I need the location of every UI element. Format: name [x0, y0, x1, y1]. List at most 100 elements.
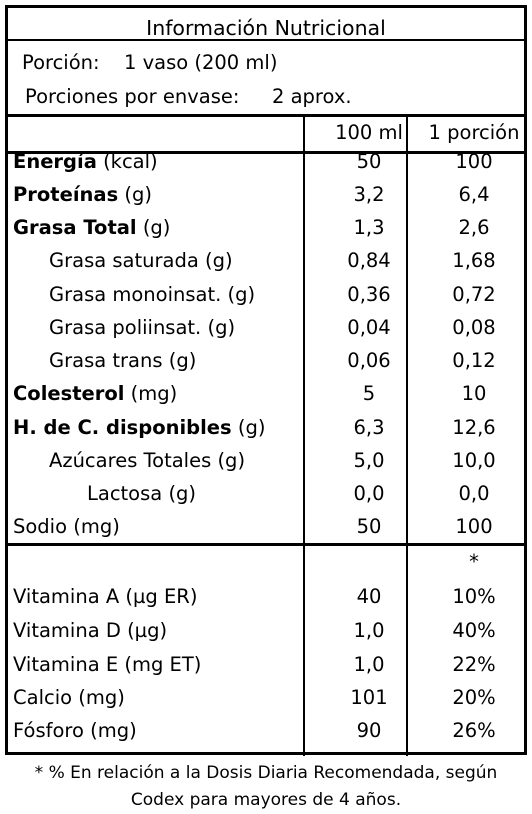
row-label: Azúcares Totales (g): [49, 449, 245, 473]
nutrient-name: Sodio: [13, 515, 68, 538]
value-portion: 26%: [452, 719, 496, 742]
value-portion: 40%: [452, 619, 496, 642]
row-label: Grasa monoinsat. (g): [49, 283, 255, 307]
nutrient-unit: (mg): [78, 686, 125, 709]
nutrient-name: Grasa monoinsat.: [49, 283, 222, 306]
nutrient-unit: (g): [207, 316, 236, 339]
nutrient-unit: (g): [237, 416, 266, 439]
nutrient-name: Grasa saturada: [49, 249, 199, 272]
nutrient-name: Calcio: [13, 686, 73, 709]
row-label: Sodio (mg): [13, 515, 120, 539]
row-label: Energía (kcal): [13, 150, 158, 174]
value-portion: 20%: [452, 686, 496, 709]
value-100ml: 1,0: [353, 619, 385, 642]
value-100ml: 50: [356, 150, 382, 173]
footnote-line-2: Codex para mayores de 4 años.: [130, 790, 402, 810]
nutrition-facts-panel: Información Nutricional Porción: 1 vaso …: [5, 5, 527, 756]
footnote-line-1: * % En relación a la Dosis Diaria Recome…: [34, 763, 498, 783]
nutrient-unit: (g): [142, 216, 171, 239]
portion-value: 1 vaso (200 ml): [124, 51, 278, 74]
nutrient-name: Grasa Total: [13, 216, 137, 239]
column-divider: [303, 116, 305, 756]
value-100ml: 101: [350, 686, 388, 709]
value-portion: 0,08: [452, 316, 496, 339]
value-100ml: 0,04: [347, 316, 391, 339]
value-100ml: 0,0: [353, 482, 385, 505]
nutrient-unit: (g): [227, 283, 256, 306]
row-label: H. de C. disponibles (g): [13, 416, 265, 440]
nutrient-unit: (mg): [73, 515, 120, 538]
value-portion: 6,4: [458, 183, 490, 206]
value-100ml: 0,06: [347, 349, 391, 372]
value-portion: 22%: [452, 653, 496, 676]
nutrient-name: Energía: [13, 150, 97, 173]
value-portion: 12,6: [452, 416, 496, 439]
row-label: Grasa trans (g): [49, 349, 196, 373]
value-100ml: 3,2: [353, 183, 385, 206]
value-portion: 2,6: [458, 216, 490, 239]
value-100ml: 0,36: [347, 283, 391, 306]
nutrient-name: Grasa trans: [49, 349, 163, 372]
nutrient-name: Vitamina D: [13, 619, 121, 642]
value-portion: 1,68: [452, 249, 496, 272]
nutrient-name: Grasa poliinsat.: [49, 316, 202, 339]
nutrient-name: Azúcares Totales: [49, 449, 212, 472]
row-label: Fósforo (mg): [13, 719, 137, 743]
nutrient-unit: (g): [205, 249, 233, 272]
nutrient-unit: (mg): [130, 382, 178, 405]
row-label: Grasa poliinsat. (g): [49, 316, 235, 340]
value-portion: 10%: [452, 585, 496, 608]
nutrient-name: Vitamina E: [13, 653, 119, 676]
value-portion: 10: [461, 382, 487, 405]
value-portion: 10,0: [452, 449, 496, 472]
row-label: Calcio (mg): [13, 686, 125, 710]
per-container-value: 2 aprox.: [272, 85, 352, 108]
divider: [8, 39, 524, 41]
row-label: Grasa saturada (g): [49, 249, 233, 273]
nutrient-unit: (g): [168, 349, 197, 372]
row-label: Vitamina E (mg ET): [13, 653, 201, 677]
nutrient-unit: (g): [124, 183, 152, 206]
value-100ml: 5,0: [353, 449, 385, 472]
divider: [8, 114, 524, 117]
nutrient-unit: (µg ER): [125, 585, 198, 608]
row-label: Proteínas (g): [13, 183, 152, 207]
nutrient-name: Proteínas: [13, 183, 119, 206]
portion-label: Porción:: [22, 51, 100, 74]
column-header-portion: 1 porción: [428, 121, 520, 144]
row-label: Vitamina D (µg): [13, 619, 167, 643]
nutrient-name: H. de C. disponibles: [13, 416, 232, 439]
asterisk-marker: *: [469, 550, 479, 573]
nutrient-unit: (µg): [127, 619, 168, 642]
value-portion: 100: [455, 515, 493, 538]
value-portion: 0,12: [452, 349, 496, 372]
nutrient-unit: (g): [217, 449, 246, 472]
nutrient-unit: (mg): [90, 719, 137, 742]
row-label: Colesterol (mg): [13, 382, 177, 406]
value-100ml: 0,84: [347, 249, 391, 272]
value-portion: 0,0: [458, 482, 490, 505]
nutrient-unit: (kcal): [103, 150, 158, 173]
panel-title: Información Nutricional: [146, 16, 386, 40]
value-100ml: 5: [362, 382, 376, 405]
nutrient-name: Lactosa: [87, 482, 163, 505]
value-portion: 100: [455, 150, 493, 173]
row-label: Vitamina A (µg ER): [13, 585, 197, 609]
value-portion: 0,72: [452, 283, 496, 306]
nutrient-name: Vitamina A: [13, 585, 120, 608]
nutrient-unit: (g): [168, 482, 197, 505]
value-100ml: 90: [356, 719, 382, 742]
nutrient-name: Fósforo: [13, 719, 84, 742]
column-header-100ml: 100 ml: [335, 121, 403, 144]
row-label: Lactosa (g): [87, 482, 196, 506]
value-100ml: 50: [356, 515, 382, 538]
per-container-label: Porciones por envase:: [25, 85, 240, 108]
column-divider: [406, 116, 408, 756]
value-100ml: 1,0: [353, 653, 385, 676]
divider: [8, 543, 524, 546]
value-100ml: 1,3: [353, 216, 385, 239]
row-label: Grasa Total (g): [13, 216, 170, 240]
value-100ml: 40: [356, 585, 382, 608]
divider: [8, 151, 524, 154]
nutrient-unit: (mg ET): [124, 653, 202, 676]
